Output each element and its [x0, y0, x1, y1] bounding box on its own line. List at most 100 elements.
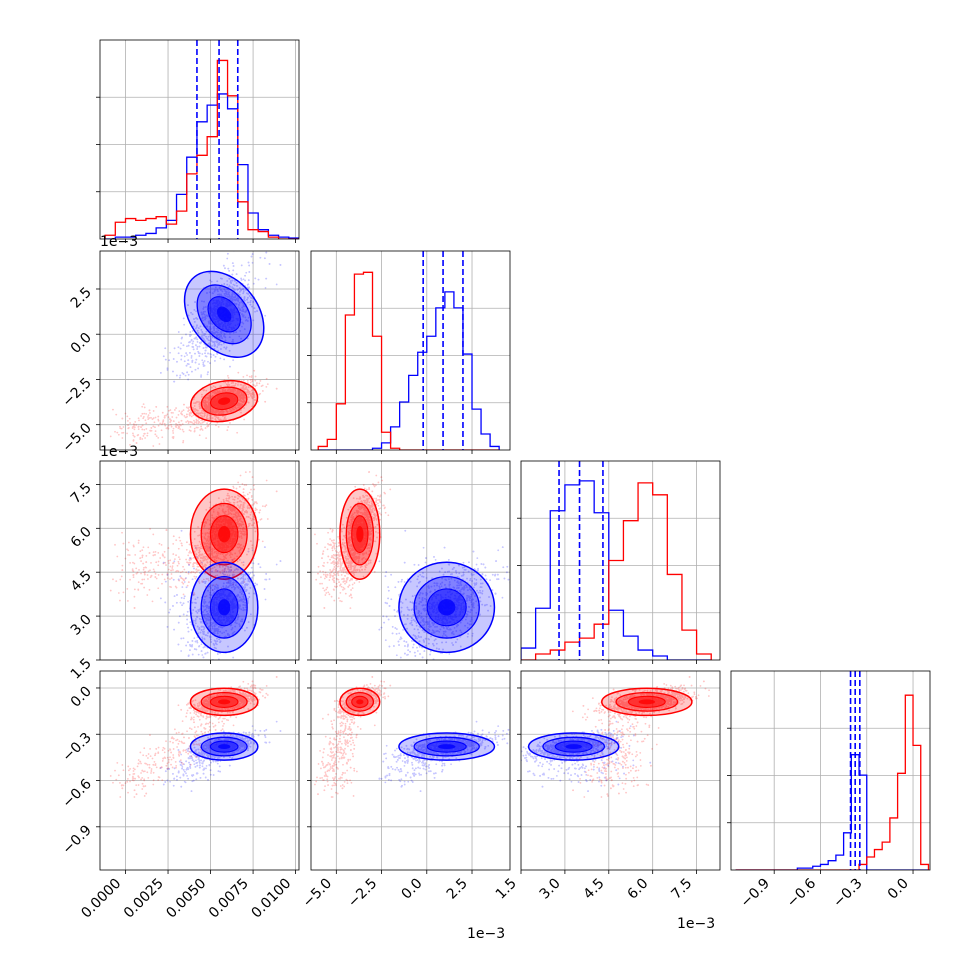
blue-sample — [178, 376, 181, 379]
red-sample — [187, 581, 190, 584]
red-sample — [239, 397, 242, 400]
blue-sample — [214, 344, 217, 347]
red-sample — [198, 405, 201, 408]
blue-sample — [195, 358, 198, 361]
blue-sample — [229, 365, 231, 368]
red-sample — [154, 433, 157, 436]
red-sample — [150, 427, 153, 429]
red-sample — [175, 422, 177, 425]
red-sample — [147, 418, 150, 420]
blue-sample — [218, 333, 221, 336]
red-sample — [195, 568, 198, 571]
red-sample — [187, 572, 190, 575]
red-sample — [232, 387, 235, 390]
red-sample — [176, 424, 179, 426]
blue-sample — [250, 255, 253, 258]
blue-sample — [231, 300, 234, 303]
red-sample — [142, 568, 145, 571]
red-sample — [217, 391, 220, 394]
blue-sample — [264, 240, 266, 242]
blue-sample — [220, 335, 223, 338]
red-sample — [230, 390, 232, 393]
red-sample — [217, 390, 219, 393]
red-sample — [192, 422, 195, 425]
red-sample — [235, 487, 238, 490]
blue-sample — [225, 293, 228, 296]
red-sample — [213, 411, 216, 414]
red-sample — [181, 423, 184, 426]
red-sample — [193, 419, 195, 422]
blue-sample — [220, 289, 222, 291]
y-tick-label: −5.0 — [59, 420, 94, 455]
blue-sample — [208, 327, 211, 330]
blue-sample — [189, 341, 191, 343]
blue-sample — [220, 295, 223, 297]
blue-sample — [247, 279, 250, 282]
red-sample — [208, 548, 211, 551]
blue-sample — [237, 288, 239, 291]
blue-sample — [196, 345, 199, 348]
red-sample — [144, 437, 146, 439]
blue-sample — [264, 240, 266, 242]
red-sample — [149, 429, 152, 432]
red-sample — [194, 408, 197, 410]
blue-sample — [223, 346, 226, 349]
blue-sample — [178, 376, 181, 379]
blue-sample — [209, 343, 212, 346]
blue-sample — [235, 273, 238, 276]
blue-sample — [223, 335, 226, 338]
blue-sample — [209, 339, 212, 341]
blue-sample — [268, 263, 271, 265]
blue-sample — [198, 345, 201, 348]
blue-sample — [177, 346, 180, 349]
blue-sample — [197, 331, 200, 334]
blue-sample — [241, 313, 243, 316]
red-sample — [171, 565, 174, 568]
red-sample — [140, 426, 142, 428]
blue-sample — [245, 271, 248, 274]
blue-sample — [207, 342, 210, 345]
red-sample — [179, 424, 182, 427]
blue-sample — [231, 292, 234, 294]
red-sample — [197, 401, 199, 403]
red-sample — [233, 388, 236, 390]
red-sample — [240, 396, 243, 399]
red-sample — [132, 439, 135, 442]
red-sample — [226, 411, 229, 413]
red-sample — [250, 395, 253, 398]
red-sample — [116, 431, 119, 434]
blue-sample — [191, 359, 194, 362]
red-sample — [208, 403, 211, 406]
blue-sample — [252, 248, 254, 250]
blue-sample — [196, 324, 198, 327]
red-sample — [196, 426, 199, 429]
blue-sample — [195, 317, 198, 319]
blue-sample — [216, 289, 219, 291]
red-sample — [242, 385, 245, 388]
blue-sample — [205, 330, 208, 333]
blue-sample — [230, 244, 232, 246]
panel-frame — [99, 39, 300, 240]
red-sample — [242, 398, 245, 400]
red-sample — [135, 567, 138, 570]
blue-sample — [220, 295, 223, 297]
red-sample — [126, 587, 129, 590]
red-sample — [188, 409, 190, 412]
blue-sample — [241, 306, 244, 309]
blue-sample — [201, 336, 204, 339]
red-sample — [188, 409, 190, 412]
red-sample — [208, 409, 211, 412]
red-sample — [251, 396, 253, 399]
red-sample — [122, 426, 125, 428]
red-sample — [220, 419, 223, 422]
red-sample — [133, 426, 136, 429]
blue-sample — [206, 325, 209, 328]
blue-sample — [224, 336, 227, 339]
blue-sample — [230, 297, 233, 300]
blue-sample — [205, 346, 208, 349]
red-sample — [186, 413, 188, 416]
blue-sample — [252, 282, 255, 285]
blue-sample — [242, 290, 245, 292]
red-sample — [259, 509, 262, 512]
red-sample — [248, 392, 251, 395]
